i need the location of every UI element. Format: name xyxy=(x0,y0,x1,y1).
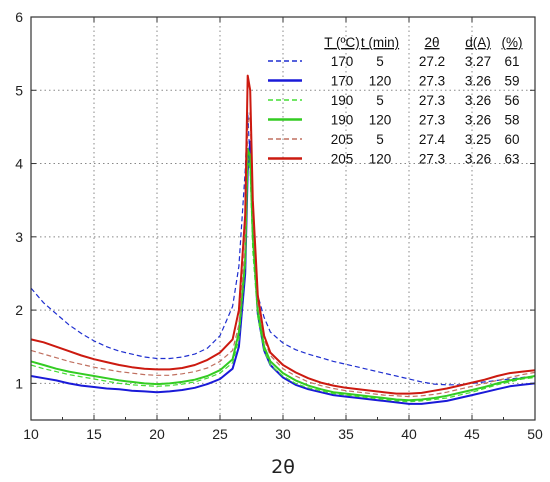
legend-cell: 3.27 xyxy=(465,54,491,69)
y-tick-label: 5 xyxy=(15,82,23,98)
legend-cell: 3.26 xyxy=(465,93,491,108)
y-tick-label: 4 xyxy=(15,156,23,172)
legend-cell: 3.26 xyxy=(465,152,491,167)
legend-cell: 205 xyxy=(331,152,354,167)
legend-cell: 5 xyxy=(376,132,384,147)
legend-header: T (ºC) xyxy=(324,35,359,50)
legend-cell: 27.3 xyxy=(419,74,445,89)
y-tick-label: 6 xyxy=(15,9,23,25)
series-line-1 xyxy=(30,111,536,386)
legend-cell: 58 xyxy=(504,113,519,128)
x-tick-label: 30 xyxy=(275,426,291,442)
legend-cell: 27.3 xyxy=(419,93,445,108)
legend-cell: 27.4 xyxy=(419,132,446,147)
legend-cell: 56 xyxy=(504,93,519,108)
x-tick-label: 45 xyxy=(464,426,480,442)
legend-cell: 27.3 xyxy=(419,152,445,167)
series-line-4 xyxy=(30,147,536,402)
legend-cell: 120 xyxy=(369,152,392,167)
series-line-5 xyxy=(30,111,536,398)
legend-cell: 205 xyxy=(331,132,354,147)
legend-cell: 27.3 xyxy=(419,113,445,128)
legend-cell: 27.2 xyxy=(419,54,445,69)
x-tick-label: 40 xyxy=(401,426,417,442)
x-axis-title: 2θ xyxy=(271,456,295,478)
legend-cell: 61 xyxy=(504,54,519,69)
legend-cell: 5 xyxy=(376,54,384,69)
legend-cell: 120 xyxy=(369,74,392,89)
legend: T (ºC) t (min) 2θ d(A) (%) 170 5 27.2 3.27 61 170 1… xyxy=(268,35,523,167)
legend-cell: 120 xyxy=(369,113,392,128)
legend-header: 2θ xyxy=(424,35,439,50)
legend-cell: 3.26 xyxy=(465,74,491,89)
legend-cell: 170 xyxy=(331,74,354,89)
y-tick-label: 1 xyxy=(15,375,23,391)
x-tick-label: 35 xyxy=(338,426,354,442)
x-tick-label: 50 xyxy=(527,426,543,442)
legend-cell: 3.25 xyxy=(465,132,491,147)
x-tick-label: 20 xyxy=(149,426,165,442)
legend-header: (%) xyxy=(502,35,523,50)
legend-cell: 170 xyxy=(331,54,354,69)
legend-cell: 63 xyxy=(504,152,519,167)
series-line-6 xyxy=(30,74,536,395)
grid xyxy=(31,17,535,420)
x-tick-label: 10 xyxy=(23,426,39,442)
legend-cell: 3.26 xyxy=(465,113,491,128)
legend-cell: 59 xyxy=(504,74,519,89)
x-tick-label: 25 xyxy=(212,426,228,442)
legend-cell: 190 xyxy=(331,93,354,108)
plot-area xyxy=(30,74,536,405)
legend-header: d(A) xyxy=(465,35,491,50)
legend-header: t (min) xyxy=(361,35,399,50)
x-tick-label: 15 xyxy=(86,426,102,442)
y-tick-label: 2 xyxy=(15,302,23,318)
legend-cell: 5 xyxy=(376,93,384,108)
legend-cell: 60 xyxy=(504,132,519,147)
y-tick-label: 3 xyxy=(15,229,23,245)
legend-cell: 190 xyxy=(331,113,354,128)
